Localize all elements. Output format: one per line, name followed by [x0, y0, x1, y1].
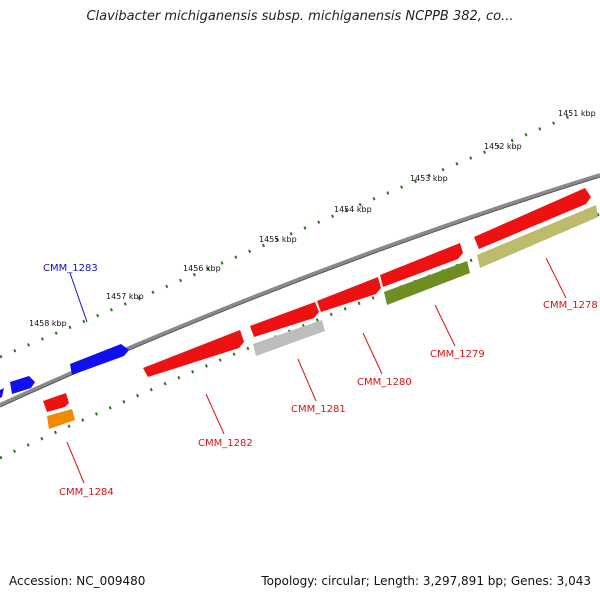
- gene-box-cmm-1284[interactable]: [47, 409, 75, 429]
- kbp-label-1454: 1454 kbp: [334, 205, 372, 214]
- kbp-label-1457: 1457 kbp: [106, 292, 144, 301]
- gene-label-cmm-1282: CMM_1282: [198, 438, 253, 449]
- kbp-label-1453: 1453 kbp: [410, 174, 448, 183]
- topology-info: Topology: circular; Length: 3,297,891 bp…: [261, 574, 591, 588]
- gene-box-cmm-1279[interactable]: [384, 261, 470, 305]
- gene-arrow-cmm-1280[interactable]: [317, 277, 381, 312]
- gene-label-cmm-1284: CMM_1284: [59, 487, 114, 498]
- gene-arrow-cmm-1282[interactable]: [143, 330, 244, 377]
- gene-label-cmm-1281: CMM_1281: [291, 404, 346, 415]
- genome-backbone: [0, 173, 600, 407]
- gene-label-cmm-1279: CMM_1279: [430, 349, 485, 360]
- gene-arrow-cmm-1280-b[interactable]: [380, 243, 463, 287]
- kbp-label-1455: 1455 kbp: [259, 235, 297, 244]
- gene-arrow-cmm-1278[interactable]: [474, 188, 591, 249]
- gene-box-cmm-1278[interactable]: [477, 205, 598, 268]
- gene-arrow-blue-edge[interactable]: [0, 388, 4, 398]
- kbp-label-1458: 1458 kbp: [29, 319, 67, 328]
- genome-backbone-shade: [0, 176, 600, 408]
- gene-arrow-cmm-1284-top[interactable]: [43, 393, 69, 412]
- gene-arrow-cmm-1281-top[interactable]: [250, 302, 319, 337]
- kbp-label-1451: 1451 kbp: [558, 109, 596, 118]
- connector-cmm-1280: [362, 332, 383, 375]
- upper-tick-track: [0, 110, 581, 359]
- connector-cmm-1284: [66, 441, 85, 484]
- connector-cmm-1281: [297, 358, 317, 402]
- gene-label-cmm-1278: CMM_1278: [543, 300, 598, 311]
- connector-cmm-1282: [205, 393, 225, 435]
- gene-box-cmm-1281[interactable]: [253, 320, 325, 356]
- kbp-label-1452: 1452 kbp: [484, 142, 522, 151]
- connector-cmm-1278: [545, 257, 567, 299]
- gene-label-cmm-1280: CMM_1280: [357, 377, 412, 388]
- accession-info: Accession: NC_009480: [9, 574, 146, 588]
- connector-cmm-1279: [434, 304, 456, 347]
- gene-arrow-cmm-1283[interactable]: [70, 344, 129, 375]
- connector-cmm-1283: [69, 272, 88, 323]
- gene-arrow-blue-small[interactable]: [10, 376, 35, 394]
- map-title: Clavibacter michiganensis subsp. michiga…: [86, 9, 514, 24]
- gene-label-cmm-1283: CMM_1283: [43, 263, 98, 274]
- kbp-label-1456: 1456 kbp: [183, 264, 221, 273]
